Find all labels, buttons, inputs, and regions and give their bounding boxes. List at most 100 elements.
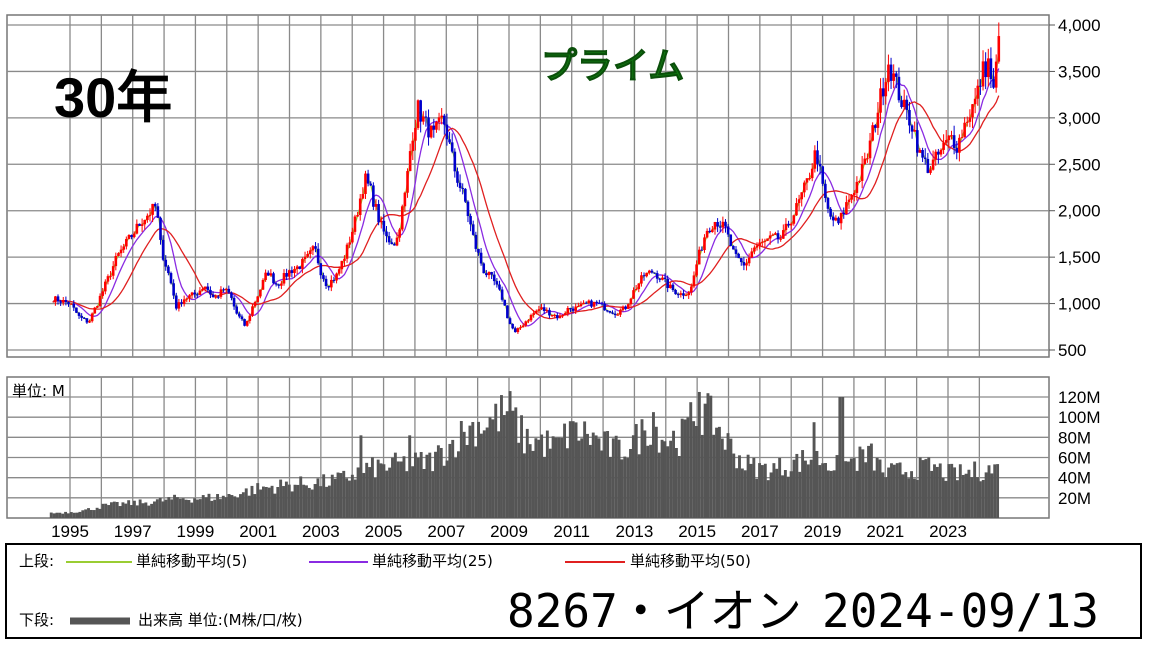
volume-bar <box>543 456 546 518</box>
candle-body <box>458 182 462 188</box>
market-label: プライム <box>541 46 684 87</box>
candle-body <box>876 112 880 128</box>
volume-bar <box>170 499 174 518</box>
candle-body <box>795 203 798 216</box>
candle-body <box>421 116 425 122</box>
volume-bar <box>993 464 997 518</box>
volume-bar <box>769 472 773 518</box>
candle-body <box>503 299 507 306</box>
volume-bar <box>984 472 988 518</box>
candle-body <box>393 244 396 246</box>
candle-body <box>976 85 980 99</box>
volume-bar <box>826 470 830 518</box>
candle-body <box>453 151 457 172</box>
volume-bar <box>864 462 868 518</box>
candle-body <box>629 298 633 305</box>
volume-bar <box>973 461 977 518</box>
volume-bar <box>261 486 265 518</box>
candle-body <box>760 241 764 243</box>
candle-body <box>377 204 380 223</box>
volume-bar <box>915 479 919 518</box>
volume-bar <box>419 451 423 518</box>
volume-bar <box>947 464 951 518</box>
volume-bar <box>812 422 816 518</box>
candle-body <box>816 150 819 164</box>
volume-bar <box>471 422 475 518</box>
volume-bar <box>313 484 317 518</box>
volume-bar <box>104 503 108 518</box>
year-tick-label: 2003 <box>302 522 340 541</box>
candle-body <box>219 289 223 297</box>
candle-body <box>156 206 160 218</box>
candle-body <box>742 262 746 266</box>
candle-body <box>448 139 451 143</box>
volume-bar <box>61 513 65 518</box>
volume-bar <box>686 417 690 518</box>
volume-bar <box>362 472 366 518</box>
candle-body <box>487 271 491 276</box>
volume-bar <box>540 434 544 518</box>
volume-bar <box>806 464 810 518</box>
candle-body <box>774 233 777 235</box>
volume-bar <box>402 456 406 518</box>
candle-body <box>456 171 459 183</box>
candle-body <box>169 273 173 284</box>
volume-bar <box>697 391 701 518</box>
volume-bar <box>379 463 383 518</box>
volume-bar <box>611 438 615 518</box>
candle-body <box>75 307 78 313</box>
candle-body <box>485 273 488 276</box>
volume-bar <box>798 471 802 518</box>
candle-body <box>188 295 191 299</box>
candle-body <box>293 268 296 274</box>
candle-body <box>908 109 911 126</box>
volume-unit-label: 単位: M <box>12 382 65 400</box>
candle-body <box>655 273 659 279</box>
candle-body <box>427 117 430 138</box>
candle-body <box>732 245 735 250</box>
volume-bar <box>815 450 819 518</box>
candle-body <box>868 140 872 159</box>
volume-bar <box>408 435 412 518</box>
volume-bar <box>353 479 357 518</box>
volume-bar <box>706 393 710 518</box>
volume-bar <box>213 499 217 518</box>
volume-bar <box>703 403 707 518</box>
volume-bar <box>821 463 825 518</box>
volume-bar <box>267 487 271 518</box>
candle-body <box>253 302 257 307</box>
volume-bar <box>740 468 744 518</box>
candle-body <box>852 192 856 196</box>
candle-body <box>382 220 386 232</box>
period-label: 30年 <box>54 66 172 129</box>
candle-body <box>351 231 354 243</box>
candle-body <box>684 295 688 297</box>
volume-bar <box>287 484 291 518</box>
candle-body <box>676 294 680 296</box>
volume-bar <box>829 470 833 518</box>
volume-bar <box>666 446 670 518</box>
volume-bar <box>967 469 971 518</box>
volume-bar <box>508 391 512 518</box>
volume-bar <box>135 505 139 518</box>
candle-body <box>272 273 275 284</box>
candle-body <box>826 198 830 209</box>
candle-body <box>824 183 827 199</box>
candle-body <box>842 212 846 215</box>
volume-bar <box>738 455 741 518</box>
volume-bar <box>342 470 346 518</box>
volume-bar <box>912 478 916 518</box>
volume-bar <box>927 457 931 518</box>
candle-body <box>464 188 467 202</box>
volume-bar <box>680 418 684 518</box>
volume-bar <box>531 450 535 518</box>
volume-bar <box>672 430 675 518</box>
candle-body <box>947 135 951 141</box>
candle-body <box>403 192 407 207</box>
candle-body <box>419 100 422 122</box>
volume-bar <box>150 503 154 518</box>
candle-body <box>642 275 646 277</box>
volume-bar <box>474 446 478 518</box>
volume-bar <box>981 479 985 518</box>
volume-bar <box>167 497 171 518</box>
